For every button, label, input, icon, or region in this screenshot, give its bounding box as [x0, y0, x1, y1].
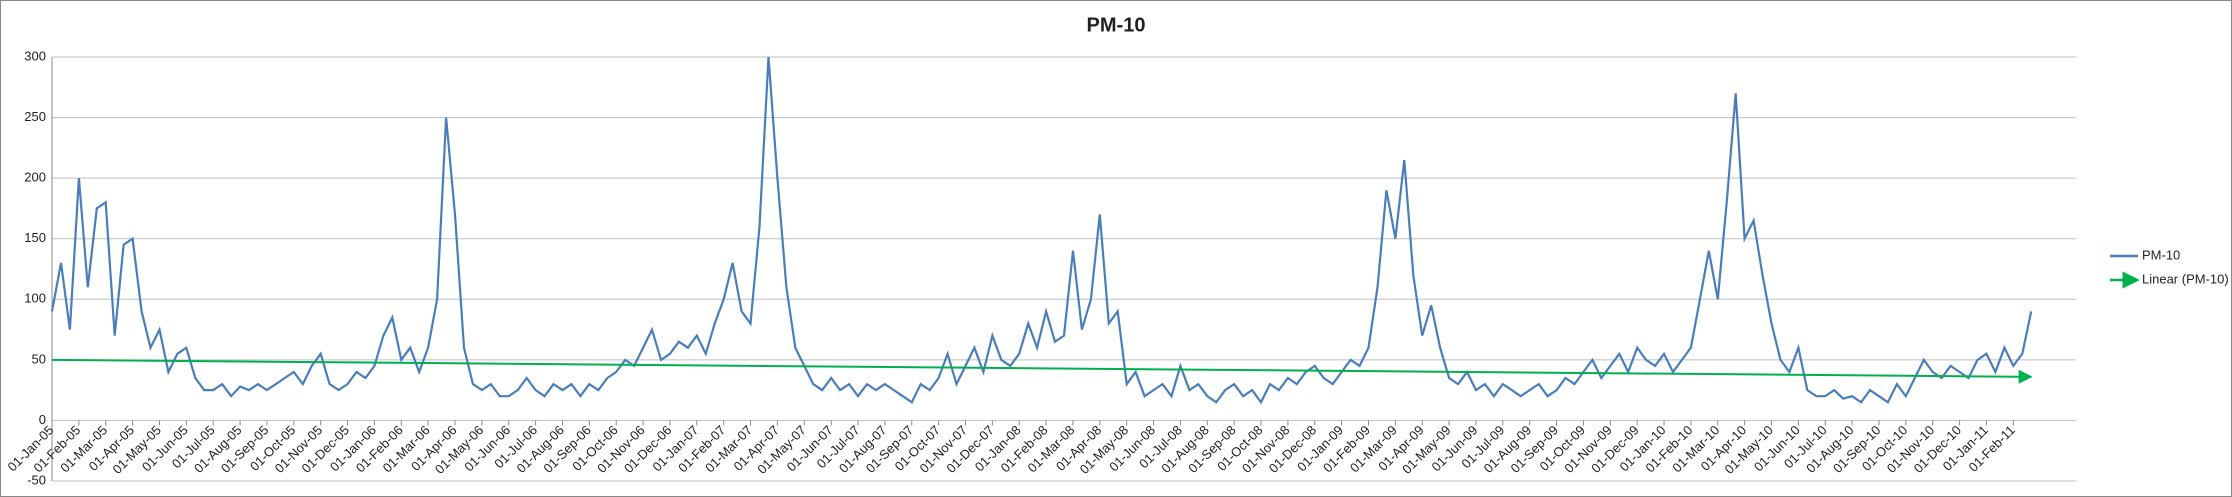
y-tick-label: 200	[24, 170, 46, 185]
data-line	[50, 56, 2033, 405]
y-tick-label: 0	[39, 412, 46, 427]
y-tick-label: 150	[24, 230, 46, 245]
legend-label: PM-10	[2142, 247, 2180, 262]
legend-label: Linear (PM-10)	[2142, 271, 2229, 286]
y-tick-label: 50	[32, 351, 46, 366]
trend-line	[51, 358, 2033, 384]
y-tick-label: 250	[24, 109, 46, 124]
y-tick-label: -50	[27, 472, 46, 487]
chart-title: PM-10	[1087, 14, 1146, 36]
y-tick-label: 300	[24, 48, 46, 63]
y-tick-label: 100	[24, 291, 46, 306]
